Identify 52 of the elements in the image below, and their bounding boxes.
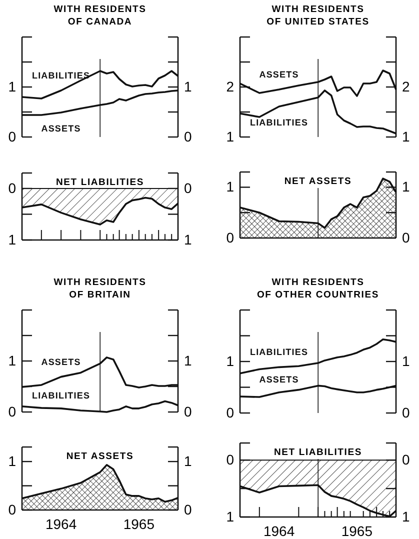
chart-title: WITH RESIDENTS OF UNITED STATES	[266, 4, 370, 28]
chart-title: WITH RESIDENTS OF BRITAIN	[54, 277, 146, 300]
series-label: ASSETS	[41, 124, 81, 134]
y2-tick-label: 1	[184, 453, 192, 470]
y-tick-label: 0	[226, 404, 234, 420]
y-tick-label: 1	[8, 352, 16, 368]
y-tick-label: 1	[226, 352, 234, 369]
y2-tick-label: 1	[184, 231, 192, 248]
series-label: LIABILITIES	[250, 118, 308, 128]
y-tick-label: 1	[8, 231, 16, 248]
y-tick-label: 1	[226, 178, 234, 195]
y2-tick-label: 0	[402, 452, 410, 468]
y2-tick-label: 1	[402, 178, 410, 195]
series-label: LIABILITIES	[32, 390, 90, 400]
y-tick-label: 0	[8, 501, 16, 518]
chart-title: WITH RESIDENTS OF OTHER COUNTRIES	[256, 277, 380, 300]
y-tick-label: 1	[8, 78, 16, 94]
series-label: ASSETS	[259, 70, 299, 80]
series-label: LIABILITIES	[250, 347, 308, 358]
text: NET LIABILITIES	[56, 177, 144, 188]
y-tick-label: 2	[226, 78, 234, 94]
text: NET LIABILITIES	[274, 447, 362, 458]
y-tick-label: 1	[8, 453, 16, 470]
x-tick-label: 1965	[341, 523, 373, 539]
y2-tick-label: 1	[402, 508, 410, 524]
y2-tick-label: 0	[402, 229, 410, 246]
y-tick-label: 0	[226, 229, 234, 246]
text: NET ASSETS	[284, 176, 352, 187]
y-tick-label: 0	[8, 128, 16, 144]
y2-tick-label: 1	[402, 128, 410, 144]
y2-tick-label: 0	[184, 180, 192, 196]
y2-tick-label: 1	[184, 352, 192, 368]
y-tick-label: 0	[8, 403, 16, 420]
y-tick-label: 0	[8, 180, 16, 196]
series-label: ASSETS	[41, 356, 81, 367]
y2-tick-label: 1	[402, 352, 410, 369]
x-tick-label: 1964	[45, 516, 77, 532]
chart-title: NET ASSETS	[66, 451, 134, 462]
series-label: ASSETS	[259, 374, 299, 384]
chart-title: WITH RESIDENTS OF CANADA	[54, 4, 146, 28]
x-tick-label: 1965	[123, 516, 155, 532]
y-tick-label: 1	[226, 128, 234, 144]
x-tick-label: 1964	[263, 523, 295, 539]
y2-tick-label: 1	[184, 78, 192, 94]
y2-tick-label: 0	[184, 128, 192, 144]
y2-tick-label: 0	[184, 501, 192, 518]
y2-tick-label: 0	[184, 403, 192, 420]
y2-tick-label: 0	[402, 404, 410, 420]
y-tick-label: 0	[226, 452, 234, 468]
y-tick-label: 1	[226, 508, 234, 524]
series-label: LIABILITIES	[32, 70, 90, 80]
y2-tick-label: 2	[402, 78, 410, 94]
